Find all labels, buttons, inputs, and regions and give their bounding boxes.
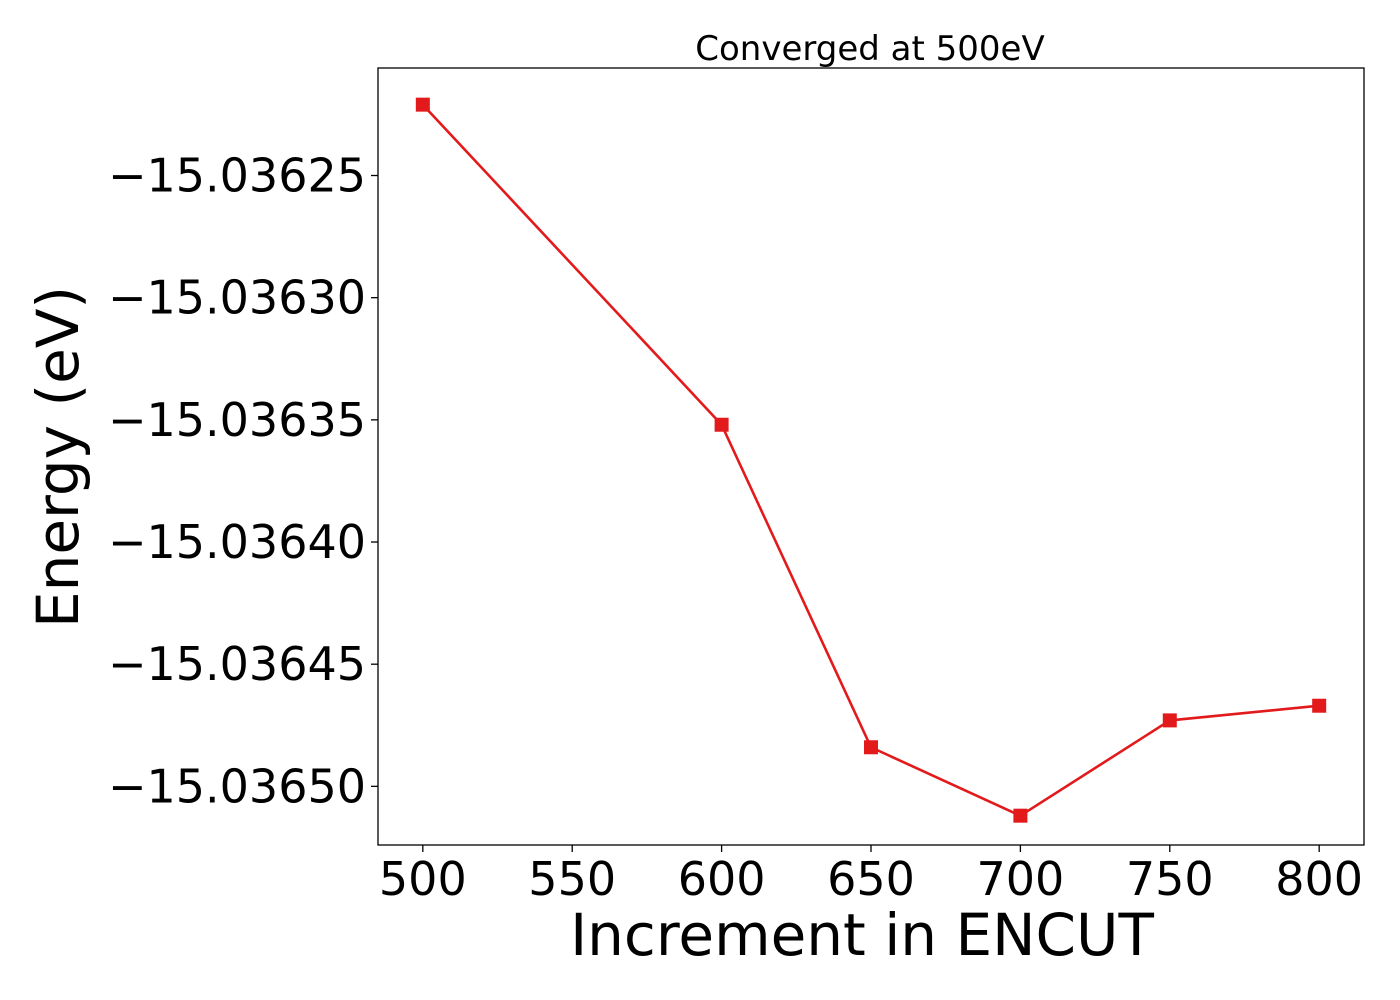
data-point-marker (1162, 713, 1177, 728)
data-point-marker (714, 417, 729, 432)
y-axis-label: Energy (eV) (24, 286, 92, 628)
x-tick-label: 650 (827, 852, 915, 906)
y-tick-label: −15.03650 (108, 759, 366, 813)
x-tick-label: 700 (976, 852, 1064, 906)
y-tick-label: −15.03630 (108, 271, 366, 325)
data-point-marker (415, 97, 430, 112)
data-point-marker (1312, 698, 1327, 713)
data-point-marker (1013, 808, 1028, 823)
y-tick-label: −15.03640 (108, 515, 366, 569)
series-line (421, 103, 1320, 818)
chart-title: Converged at 500eV (695, 29, 1044, 69)
y-tick-label: −15.03645 (108, 637, 366, 691)
x-axis: 500 550 600 650 700 750 800 (379, 845, 1363, 906)
x-tick-label: 600 (678, 852, 766, 906)
x-tick-label: 750 (1126, 852, 1214, 906)
series-layer (415, 97, 1327, 823)
y-tick-label: −15.03625 (108, 149, 366, 203)
x-tick-label: 500 (379, 852, 467, 906)
y-tick-label: −15.03635 (108, 393, 366, 447)
x-tick-label: 550 (528, 852, 616, 906)
x-tick-label: 800 (1275, 852, 1363, 906)
x-axis-label: Increment in ENCUT (570, 901, 1154, 969)
plot-frame (377, 67, 1365, 846)
y-axis: −15.03625 −15.03630 −15.03635 −15.03640 −15.… (108, 149, 378, 813)
data-point-marker (864, 740, 878, 755)
